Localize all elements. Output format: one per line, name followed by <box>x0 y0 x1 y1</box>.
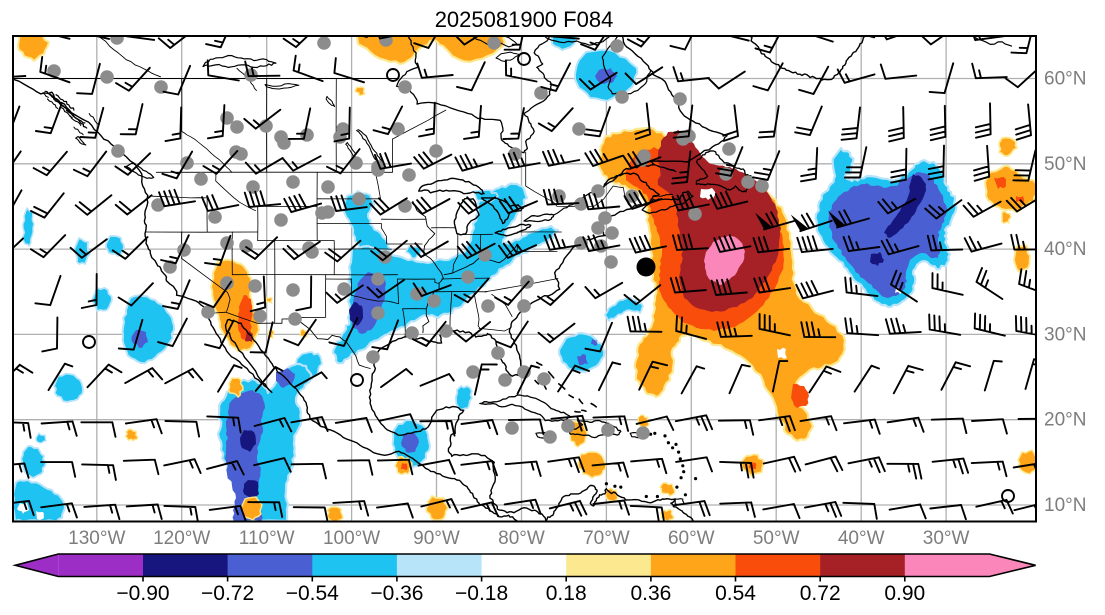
svg-text:90°W: 90°W <box>413 528 460 549</box>
svg-text:70°W: 70°W <box>583 528 630 549</box>
svg-text:0.36: 0.36 <box>630 582 671 605</box>
svg-text:−0.90: −0.90 <box>116 582 169 605</box>
svg-text:130°W: 130°W <box>68 528 125 549</box>
svg-text:0.18: 0.18 <box>546 582 587 605</box>
svg-text:30°N: 30°N <box>1044 324 1086 345</box>
svg-text:10°N: 10°N <box>1044 495 1086 516</box>
svg-text:120°W: 120°W <box>153 528 210 549</box>
svg-text:0.72: 0.72 <box>800 582 841 605</box>
svg-text:0.90: 0.90 <box>884 582 925 605</box>
svg-text:30°W: 30°W <box>923 528 970 549</box>
svg-text:60°W: 60°W <box>668 528 715 549</box>
svg-text:80°W: 80°W <box>498 528 545 549</box>
svg-text:100°W: 100°W <box>323 528 380 549</box>
svg-text:60°N: 60°N <box>1044 69 1086 90</box>
svg-text:−0.72: −0.72 <box>201 582 254 605</box>
svg-text:50°N: 50°N <box>1044 154 1086 175</box>
svg-text:−0.54: −0.54 <box>286 582 339 605</box>
svg-text:−0.18: −0.18 <box>455 582 508 605</box>
svg-text:2025081900 F084: 2025081900 F084 <box>435 7 614 32</box>
svg-text:−0.36: −0.36 <box>370 582 423 605</box>
svg-text:40°W: 40°W <box>838 528 885 549</box>
svg-text:20°N: 20°N <box>1044 410 1086 431</box>
svg-text:0.54: 0.54 <box>715 582 756 605</box>
svg-text:40°N: 40°N <box>1044 239 1086 260</box>
svg-text:110°W: 110°W <box>239 528 295 549</box>
svg-text:50°W: 50°W <box>753 528 800 549</box>
